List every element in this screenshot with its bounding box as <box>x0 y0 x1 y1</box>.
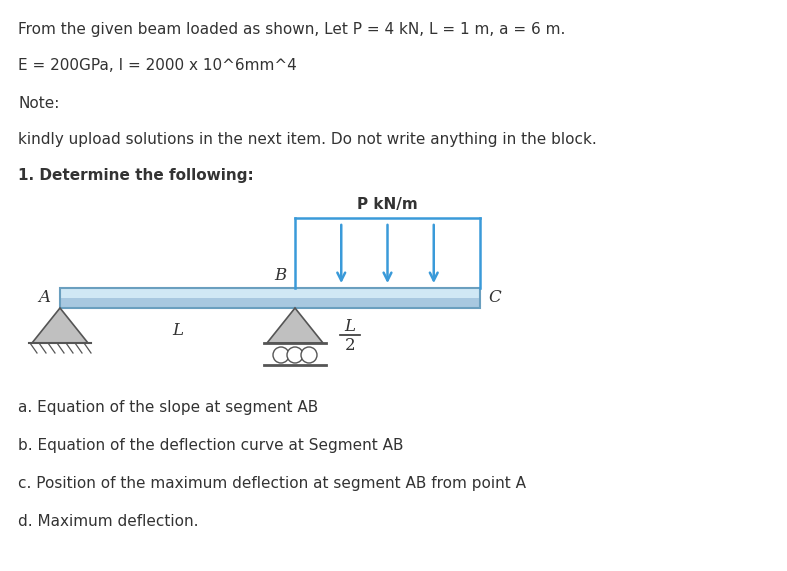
FancyBboxPatch shape <box>60 288 480 298</box>
Text: L: L <box>345 318 356 335</box>
Text: E = 200GPa, I = 2000 x 10^6mm^4: E = 200GPa, I = 2000 x 10^6mm^4 <box>18 58 297 73</box>
Text: kindly upload solutions in the next item. Do not write anything in the block.: kindly upload solutions in the next item… <box>18 132 597 147</box>
Text: a. Equation of the slope at segment AB: a. Equation of the slope at segment AB <box>18 400 318 415</box>
Text: 1. Determine the following:: 1. Determine the following: <box>18 168 253 183</box>
Text: 2: 2 <box>345 337 355 354</box>
Circle shape <box>287 347 303 363</box>
Polygon shape <box>32 308 88 343</box>
Text: B: B <box>275 267 287 284</box>
Circle shape <box>273 347 289 363</box>
Text: Note:: Note: <box>18 96 59 111</box>
Text: C: C <box>488 289 501 307</box>
Text: b. Equation of the deflection curve at Segment AB: b. Equation of the deflection curve at S… <box>18 438 404 453</box>
Text: From the given beam loaded as shown, Let P = 4 kN, L = 1 m, a = 6 m.: From the given beam loaded as shown, Let… <box>18 22 565 37</box>
Text: c. Position of the maximum deflection at segment AB from point A: c. Position of the maximum deflection at… <box>18 476 526 491</box>
Polygon shape <box>267 308 323 343</box>
FancyBboxPatch shape <box>60 298 480 308</box>
Text: P kN/m: P kN/m <box>357 197 418 212</box>
Text: A: A <box>38 289 50 307</box>
Circle shape <box>301 347 317 363</box>
Text: L: L <box>172 322 183 339</box>
Text: d. Maximum deflection.: d. Maximum deflection. <box>18 514 198 529</box>
